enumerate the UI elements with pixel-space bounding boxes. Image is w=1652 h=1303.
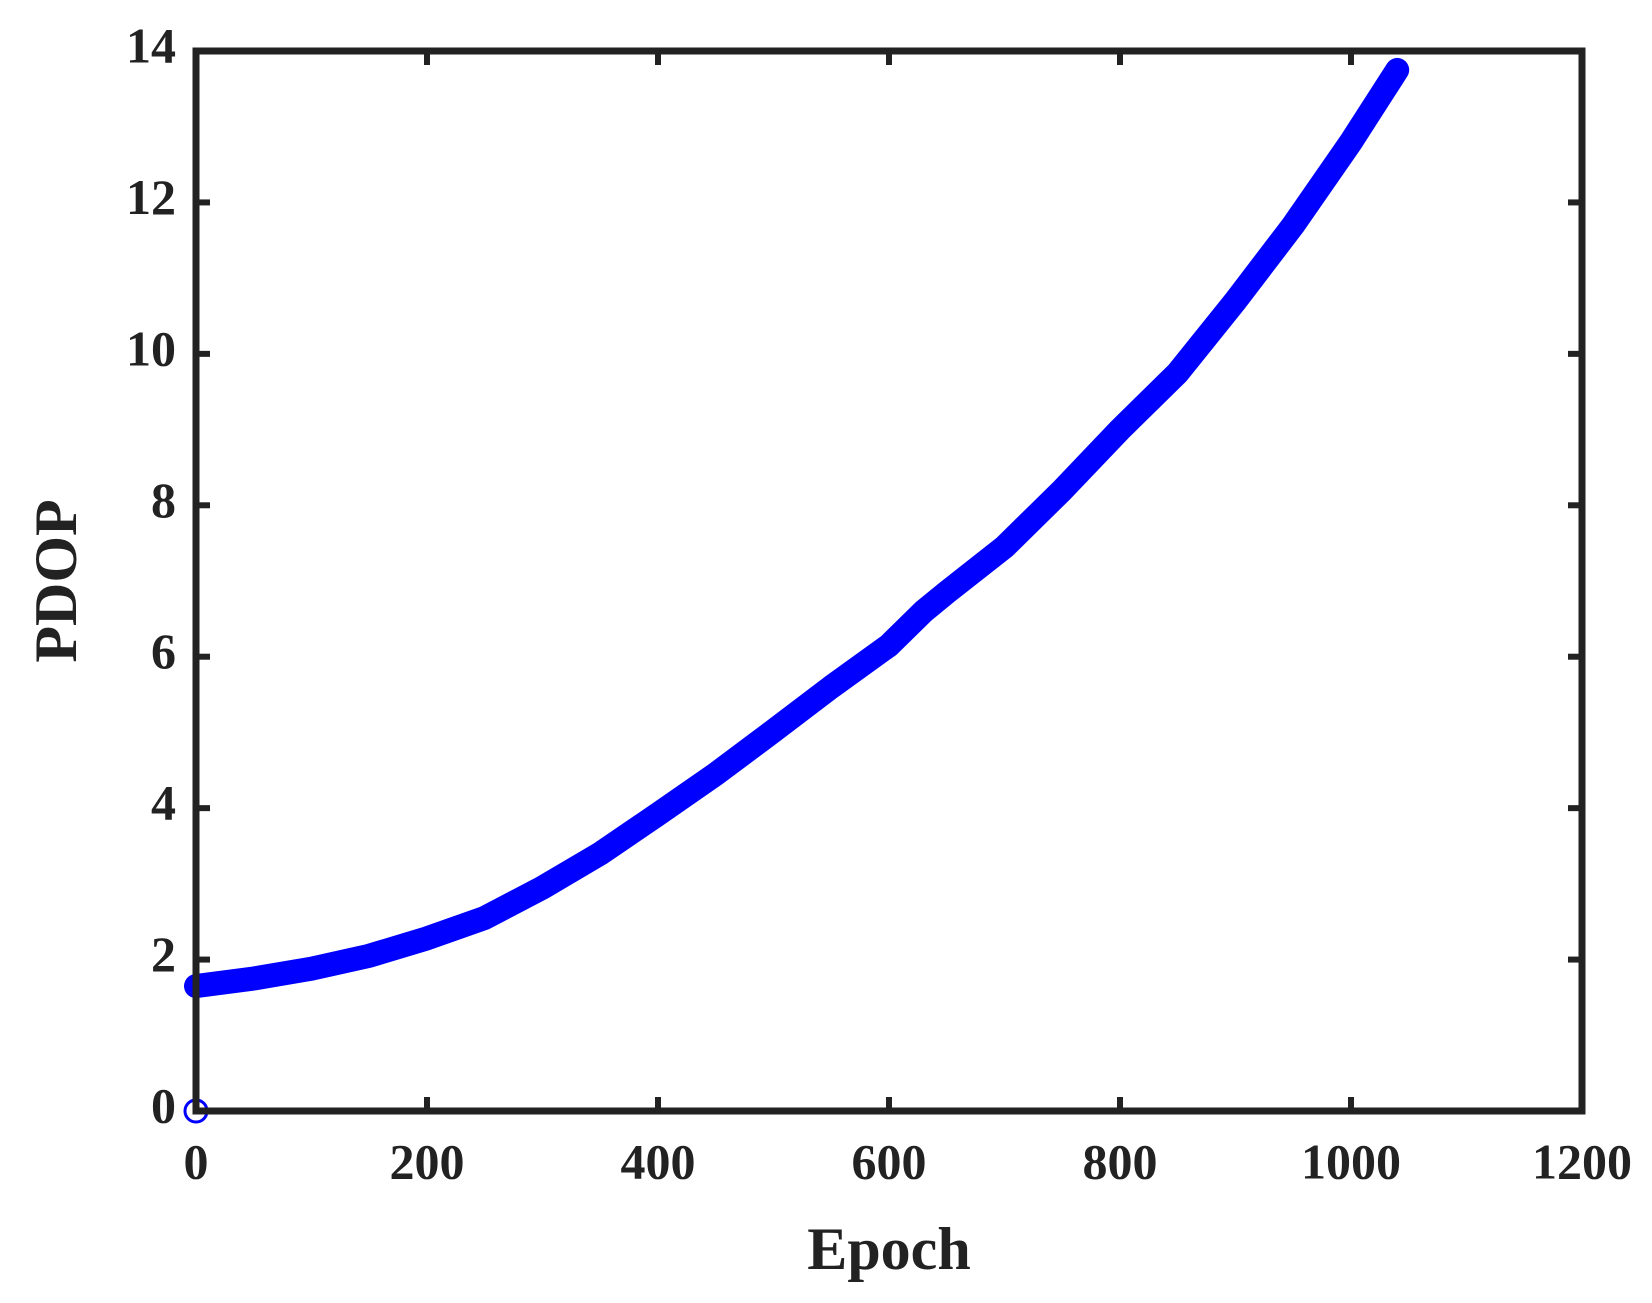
plot-frame [192, 47, 1586, 1115]
data-line [184, 57, 1410, 999]
x-tick-label: 800 [1083, 1133, 1158, 1189]
y-tick-label: 6 [151, 623, 176, 679]
y-tick-label: 8 [151, 472, 176, 528]
x-tick-label: 600 [852, 1133, 927, 1189]
x-axis-label: Epoch [807, 1216, 970, 1282]
x-tick-label: 1200 [1532, 1133, 1632, 1189]
x-tick-label: 400 [621, 1133, 696, 1189]
y-tick-label: 12 [126, 169, 176, 225]
y-tick-label: 10 [126, 320, 176, 376]
y-axis-label: PDOP [23, 499, 89, 662]
x-tick-label: 1000 [1301, 1133, 1401, 1189]
y-tick-label: 4 [151, 775, 176, 831]
x-tick-label: 0 [184, 1133, 209, 1189]
x-tick-label: 200 [390, 1133, 465, 1189]
y-tick-label: 2 [151, 926, 176, 982]
y-tick-label: 0 [151, 1077, 176, 1133]
y-tick-label: 14 [126, 17, 176, 73]
